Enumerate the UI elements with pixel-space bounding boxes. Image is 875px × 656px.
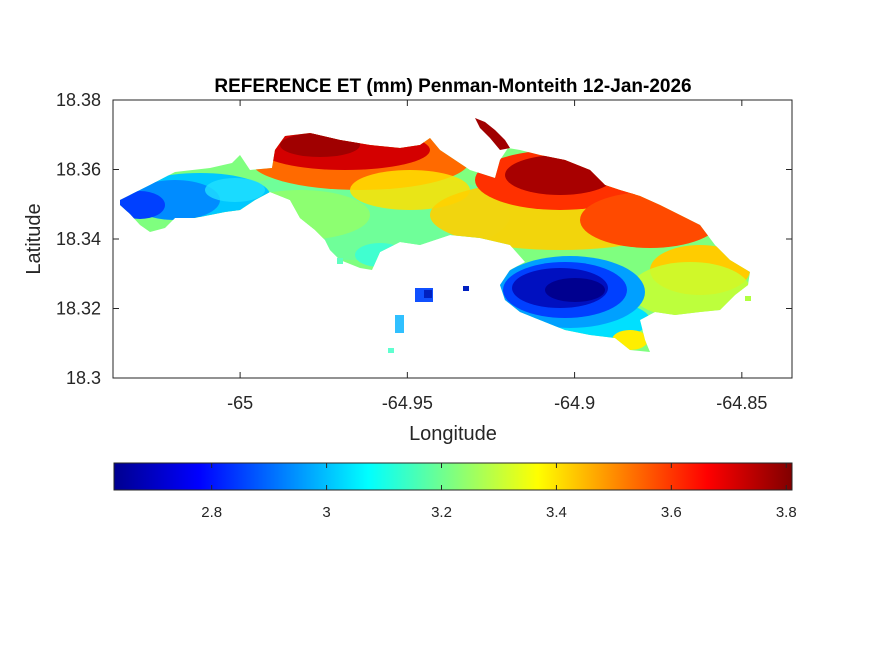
x-tick-label: -64.9 <box>554 393 595 413</box>
colorbar-tick-label: 3.6 <box>661 504 682 521</box>
y-axis: 18.3 18.32 18.34 18.36 18.38 <box>56 90 792 388</box>
colorbar-tick-label: 3.8 <box>776 504 797 521</box>
x-axis: -65 -64.95 -64.9 -64.85 <box>227 100 767 413</box>
y-tick-label: 18.34 <box>56 229 101 249</box>
islet-group <box>337 118 751 353</box>
x-axis-label: Longitude <box>409 423 497 445</box>
colorbar-tick-label: 3 <box>322 504 330 521</box>
colorbar-tick-label: 3.4 <box>546 504 567 521</box>
y-tick-label: 18.38 <box>56 90 101 110</box>
colorbar-ticks: 2.8 3 3.2 3.4 3.6 3.8 <box>201 463 797 521</box>
x-tick-label: -64.95 <box>382 393 433 413</box>
y-tick-label: 18.3 <box>66 368 101 388</box>
y-axis-label: Latitude <box>23 203 45 274</box>
colorbar-tick-label: 2.8 <box>201 504 222 521</box>
x-tick-label: -64.85 <box>716 393 767 413</box>
colorbar <box>113 462 793 491</box>
y-tick-label: 18.32 <box>56 299 101 319</box>
y-tick-label: 18.36 <box>56 160 101 180</box>
colorbar-tick-label: 3.2 <box>431 504 452 521</box>
chart-title: REFERENCE ET (mm) Penman-Monteith 12-Jan… <box>214 76 691 97</box>
x-tick-label: -65 <box>227 393 253 413</box>
